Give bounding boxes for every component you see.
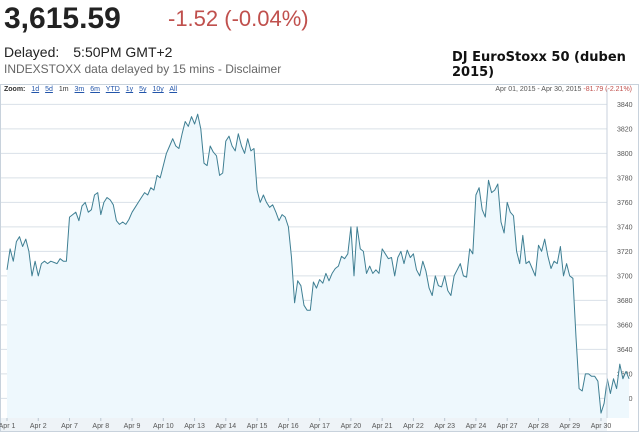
zoom-option-5d[interactable]: 5d — [45, 86, 53, 93]
x-tick-label: Apr 15 — [247, 423, 268, 430]
zoom-option-10y[interactable]: 10y — [152, 86, 164, 93]
y-tick-label: 3780 — [617, 175, 633, 182]
x-tick-label: Apr 28 — [528, 423, 549, 430]
delayed-label: Delayed: — [4, 44, 60, 60]
x-tick-label: Apr 13 — [184, 423, 205, 430]
y-tick-label: 3760 — [617, 200, 633, 207]
y-tick-label: 3840 — [617, 102, 633, 109]
y-tick-label: 3700 — [617, 273, 633, 280]
zoom-option-5y[interactable]: 5y — [139, 86, 147, 93]
zoom-option-ytd[interactable]: YTD — [105, 86, 120, 93]
y-tick-label: 3740 — [617, 224, 633, 231]
x-tick-label: Apr 21 — [372, 423, 393, 430]
x-tick-label: Apr 1 — [0, 423, 15, 430]
y-tick-label: 3820 — [617, 126, 633, 133]
zoom-bar: Zoom: 1d 5d 1m 3m 6m YTD 1y 5y 10y All — [4, 86, 181, 93]
range-dates: Apr 01, 2015 - Apr 30, 2015 — [495, 86, 582, 93]
x-tick-label: Apr 29 — [559, 423, 580, 430]
quote-time: 5:50PM GMT+2 — [73, 44, 173, 60]
y-tick-label: 3800 — [617, 151, 633, 158]
y-tick-label: 3660 — [617, 322, 633, 329]
source-note: INDEXSTOXX data delayed by 15 mins - Dis… — [4, 62, 281, 76]
y-tick-label: 3720 — [617, 249, 633, 256]
zoom-label: Zoom: — [4, 86, 26, 93]
zoom-option-3m[interactable]: 3m — [74, 86, 85, 93]
y-tick-label: 3680 — [617, 298, 633, 305]
series-area — [7, 114, 630, 418]
price-change: -1.52 (-0.04%) — [168, 6, 309, 31]
x-tick-label: Apr 16 — [278, 423, 299, 430]
delayed-status: Delayed: 5:50PM GMT+2 — [4, 44, 172, 60]
zoom-option-1d[interactable]: 1d — [31, 86, 40, 93]
x-tick-label: Apr 14 — [216, 423, 237, 430]
x-tick-label: Apr 17 — [309, 423, 330, 430]
x-tick-label: Apr 9 — [124, 423, 141, 430]
index-price: 3,615.59 — [4, 2, 121, 35]
zoom-option-1y[interactable]: 1y — [125, 86, 134, 93]
source-note-text: INDEXSTOXX data delayed by 15 mins - — [4, 62, 226, 76]
x-tick-label: Apr 23 — [434, 423, 455, 430]
x-axis-band — [1, 418, 607, 431]
x-tick-label: Apr 22 — [403, 423, 424, 430]
chart-frame — [0, 84, 639, 432]
disclaimer-link[interactable]: Disclaimer — [225, 62, 282, 76]
x-tick-label: Apr 27 — [497, 423, 518, 430]
x-tick-label: Apr 7 — [61, 423, 78, 430]
x-tick-label: Apr 10 — [153, 423, 174, 430]
range-summary: Apr 01, 2015 - Apr 30, 2015 -81.79 (-2.2… — [495, 86, 632, 93]
x-tick-label: Apr 20 — [341, 423, 362, 430]
series-line — [6, 113, 630, 414]
x-tick-label: Apr 8 — [92, 423, 109, 430]
range-change: -81.79 (-2.21%) — [583, 86, 632, 93]
zoom-option-all[interactable]: All — [169, 86, 178, 93]
zoom-option-1m[interactable]: 1m — [58, 86, 69, 93]
x-tick-label: Apr 2 — [30, 423, 47, 430]
chart-annotation: DJ EuroStoxx 50 (duben 2015) — [452, 50, 626, 80]
x-tick-label: Apr 24 — [466, 423, 487, 430]
x-tick-label: Apr 30 — [591, 423, 612, 430]
y-tick-label: 3640 — [617, 347, 633, 354]
zoom-option-6m[interactable]: 6m — [90, 86, 100, 93]
